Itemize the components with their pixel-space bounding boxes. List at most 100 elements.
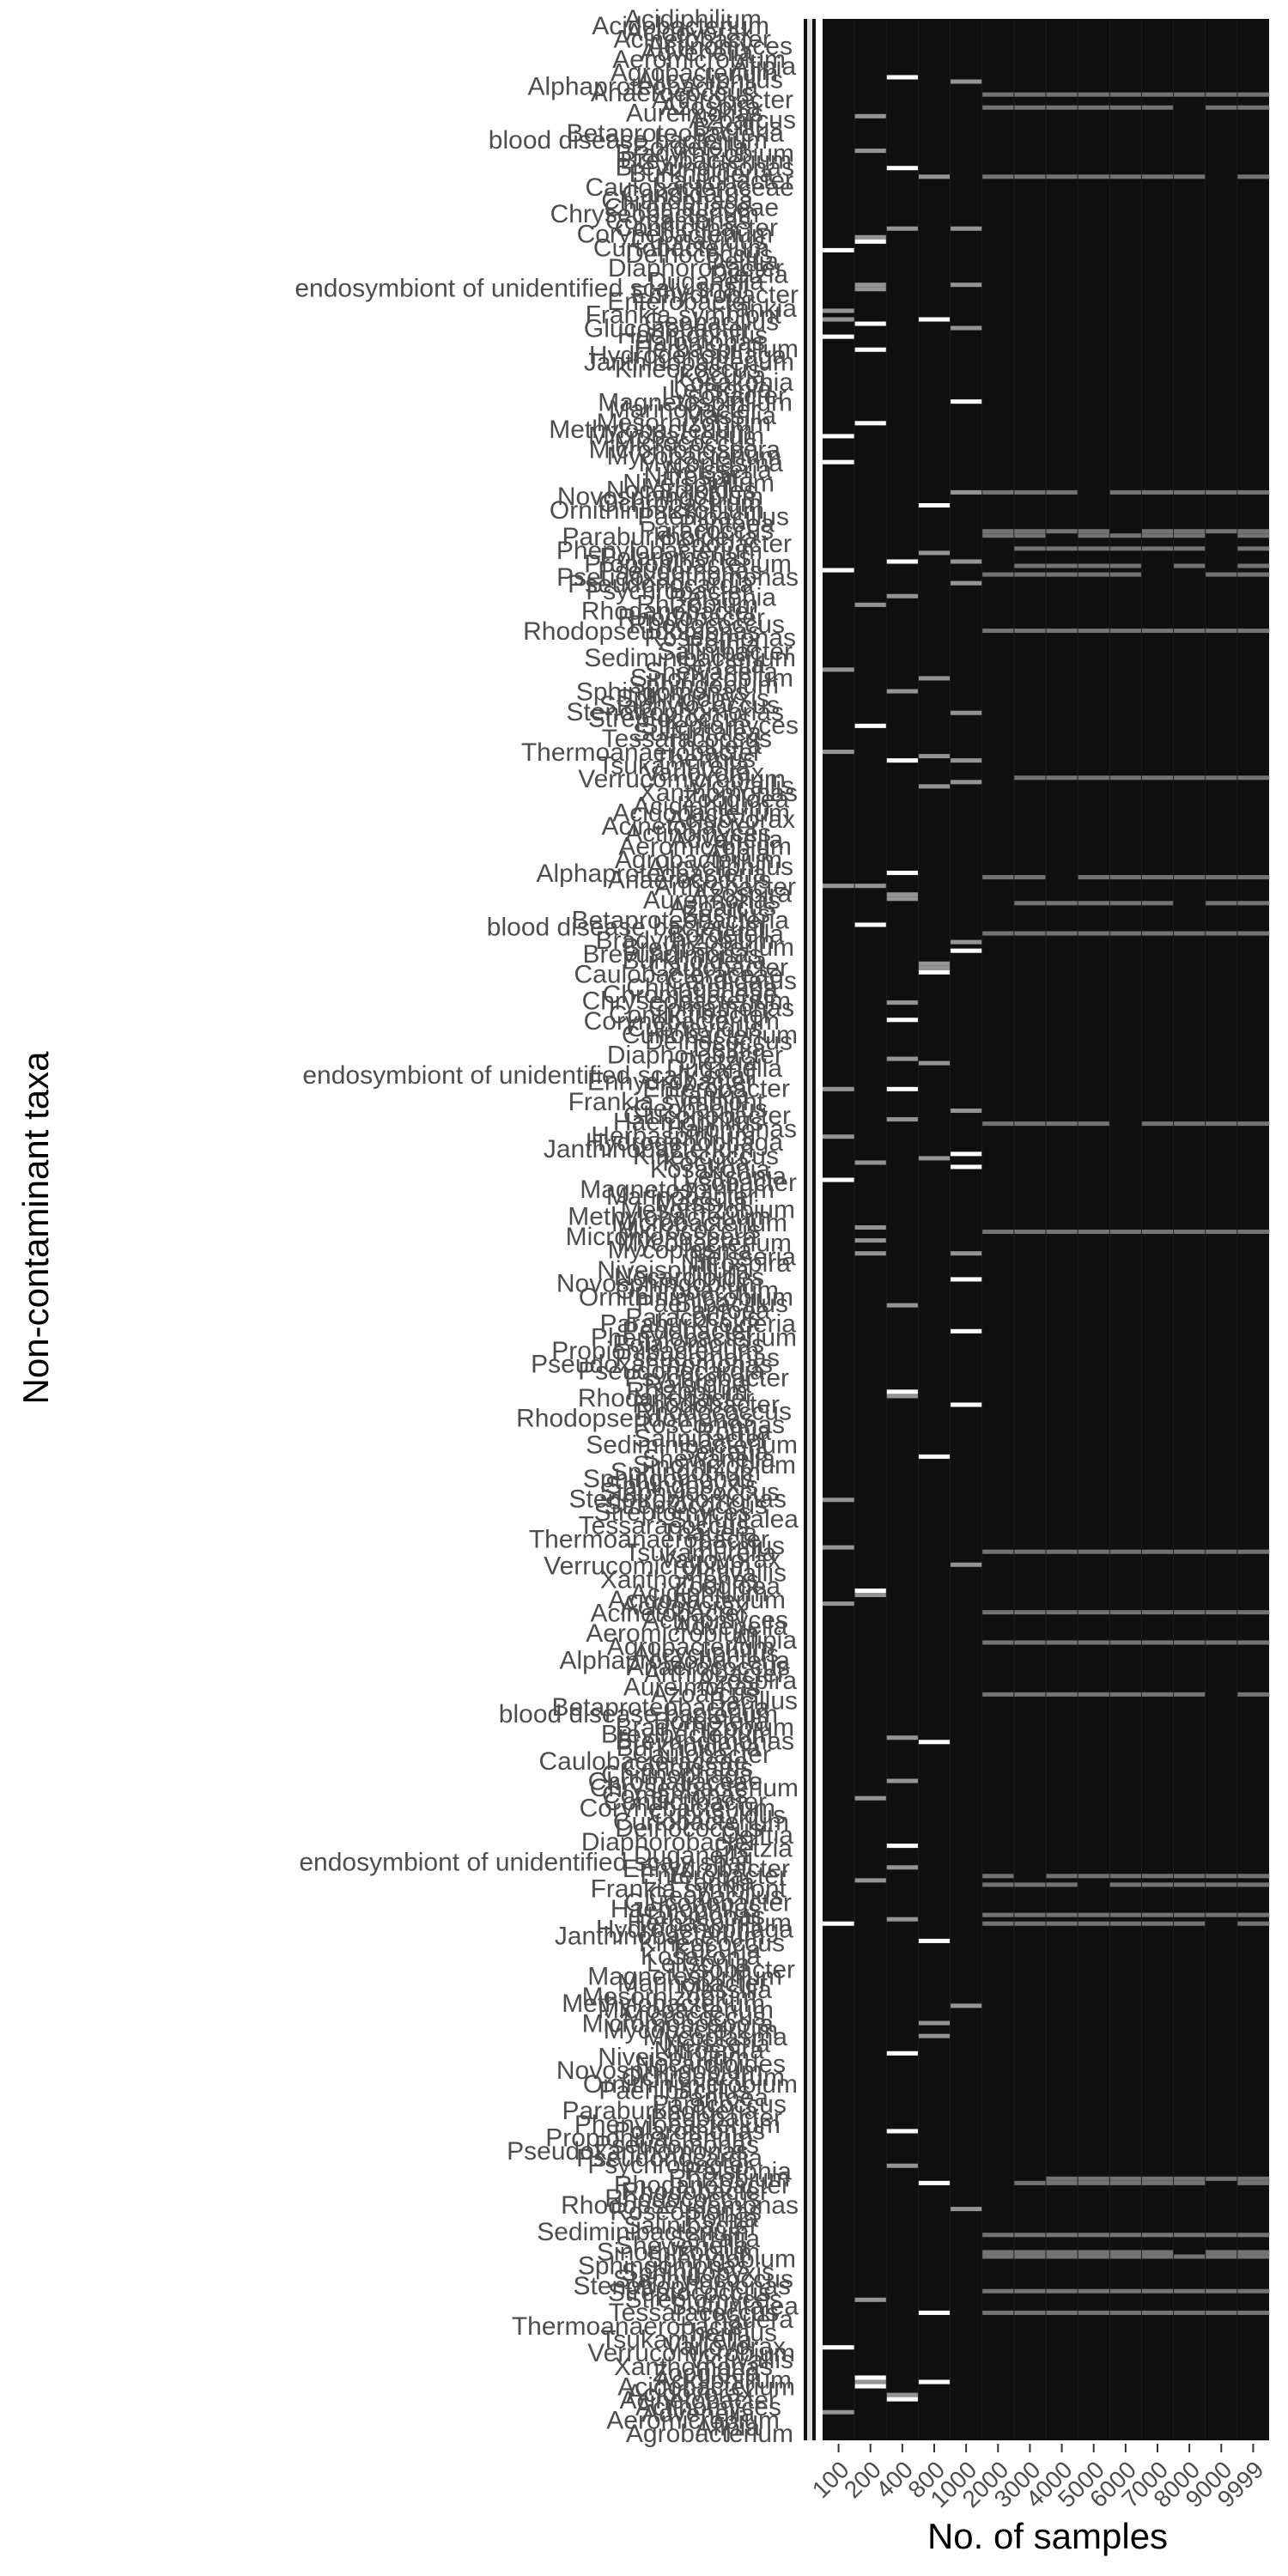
heatmap-cell	[1046, 529, 1078, 534]
y-tick-label: Paraburkholderia	[600, 1310, 797, 1339]
y-tick-label: Acidiphilium	[633, 793, 770, 821]
heatmap-cell	[1236, 563, 1270, 568]
y-tick-label: Arthrobacter	[644, 1660, 786, 1688]
heatmap-cell	[1205, 2233, 1238, 2238]
y-tick-label: Serratia	[670, 2225, 760, 2253]
y-tick-label: Kosakonia	[673, 368, 793, 397]
heatmap-cell	[981, 1230, 1015, 1235]
heatmap-cell	[854, 602, 887, 607]
y-tick-label: Neisseria	[689, 1242, 796, 1271]
y-tick-label: Cupriavidus	[627, 1014, 762, 1042]
heatmap-cell	[1141, 1549, 1174, 1554]
heatmap-cell	[886, 2163, 919, 2168]
heatmap-cell	[981, 1692, 1015, 1697]
heatmap-cell	[1173, 92, 1206, 97]
heatmap-cell	[1141, 174, 1174, 179]
heatmap-cell	[823, 2345, 855, 2350]
y-tick-label: Mesorhizobium	[597, 409, 771, 437]
y-tick-label: Advenella	[641, 2400, 755, 2428]
heatmap-cell	[886, 2397, 919, 2402]
heatmap-cell	[950, 1277, 983, 1282]
y-tick-label: Kineococcus	[615, 355, 761, 383]
heatmap-cell	[886, 1394, 919, 1399]
heatmap-cell	[1078, 529, 1110, 534]
y-tick-label: Stenotrophomonas	[568, 1485, 787, 1513]
heatmap-cell	[1236, 1692, 1270, 1697]
heatmap-cell	[1141, 1874, 1174, 1879]
heatmap-cell	[1236, 489, 1270, 495]
heatmap-cell	[918, 1156, 951, 1161]
y-tick-label: Frankia	[711, 295, 797, 323]
heatmap-cell	[981, 2250, 1015, 2255]
y-tick-label: Chryseobacterium	[550, 200, 759, 228]
heatmap-cell	[854, 113, 887, 118]
y-tick-label: Pantoea	[672, 2084, 769, 2112]
heatmap-cell	[823, 1134, 855, 1139]
y-tick-label: Ochrobactrum	[622, 2063, 785, 2092]
y-tick-label: blood disease bacterium	[499, 1700, 778, 1728]
heatmap-cell	[1013, 2233, 1047, 2238]
y-tick-label: Rothia	[696, 1418, 771, 1446]
y-tick-label: Geobacillus	[648, 1882, 783, 1911]
y-tick-label: Novosphingobium	[556, 2057, 762, 2085]
y-tick-label: Variovorax	[665, 2332, 786, 2360]
y-tick-label: Propionibacterium	[545, 2124, 753, 2153]
y-tick-label: Paracoccus	[625, 1303, 760, 1332]
heatmap-cell	[854, 1593, 887, 1598]
heatmap-cell	[1078, 1692, 1110, 1697]
y-tick-label: Mycoplasma	[608, 1236, 753, 1265]
heatmap-cell	[1141, 1912, 1174, 1917]
heatmap-cell	[981, 1121, 1015, 1127]
heatmap-cell	[1141, 1921, 1174, 1926]
y-tick-label: blood disease bacterium	[487, 914, 766, 942]
y-tick-label: Haemophilus	[611, 1895, 761, 1923]
y-tick-label: Staphylococcus	[613, 2265, 793, 2293]
heatmap-cell	[854, 2384, 887, 2389]
y-tick-label: Nitrospira	[681, 1249, 792, 1278]
y-tick-label: Stenotrophomonas	[566, 698, 784, 726]
heatmap-cell	[950, 325, 983, 331]
heatmap-cell	[1205, 105, 1238, 110]
y-tick-label: Deinococcus	[625, 240, 773, 269]
heatmap-cell	[918, 1740, 951, 1745]
y-tick-label: Chromatiaceae	[588, 1767, 762, 1795]
y-tick-label: Victivallis	[688, 2346, 793, 2374]
y-tick-label: Diaphorobacter	[607, 1041, 783, 1069]
heatmap-cell	[886, 593, 919, 598]
y-tick-label: Frankia	[664, 1081, 750, 1109]
heatmap-cell	[1205, 1549, 1238, 1554]
heatmap-cell	[1013, 1882, 1047, 1887]
y-tick-label: Brevibacterium	[601, 1721, 773, 1749]
y-tick-label: Salinibacter	[634, 1425, 769, 1453]
heatmap-cell	[950, 559, 983, 564]
y-tick-label: Kineococcus	[639, 1929, 785, 1957]
y-tick-label: Stenotrophomonas	[573, 2272, 791, 2300]
heatmap-cell	[981, 875, 1015, 880]
y-tick-label: Betaproteobacteria	[551, 1693, 769, 1722]
heatmap-cell	[1173, 1882, 1206, 1887]
y-tick-label: Salinibacter	[623, 2211, 758, 2239]
heatmap-cell	[918, 2033, 951, 2038]
y-tick-label: Tessaracoccus	[602, 725, 772, 753]
y-tick-label: Pseudomonas	[598, 556, 762, 585]
heatmap-cell	[1236, 92, 1270, 97]
heatmap-cell	[823, 334, 855, 339]
y-tick-label: Conflictibacter	[609, 1000, 772, 1029]
heatmap-cell	[1205, 1610, 1238, 1615]
heatmap-cell	[1078, 2233, 1110, 2238]
heatmap-cell	[950, 226, 983, 231]
heatmap-cell	[1013, 563, 1047, 568]
y-tick-label: Anaerococcus	[591, 79, 754, 107]
heatmap-cell	[1013, 2254, 1047, 2259]
y-tick-label: Corynebacterium	[580, 1795, 775, 1823]
y-tick-label: Afipia	[696, 2413, 760, 2441]
heatmap-cell	[1141, 1121, 1174, 1127]
heatmap-cell	[886, 75, 919, 80]
y-tick-label: Nocardioides	[606, 476, 756, 504]
y-tick-label: Polaromonas	[613, 2117, 765, 2146]
heatmap-cell	[1078, 105, 1110, 110]
y-tick-label: Bradyrhizobium	[616, 140, 794, 168]
heatmap-cell	[950, 780, 983, 785]
y-tick-label: Magnetospirillum	[598, 389, 793, 417]
y-tick-label: Shewanella	[616, 2232, 749, 2260]
